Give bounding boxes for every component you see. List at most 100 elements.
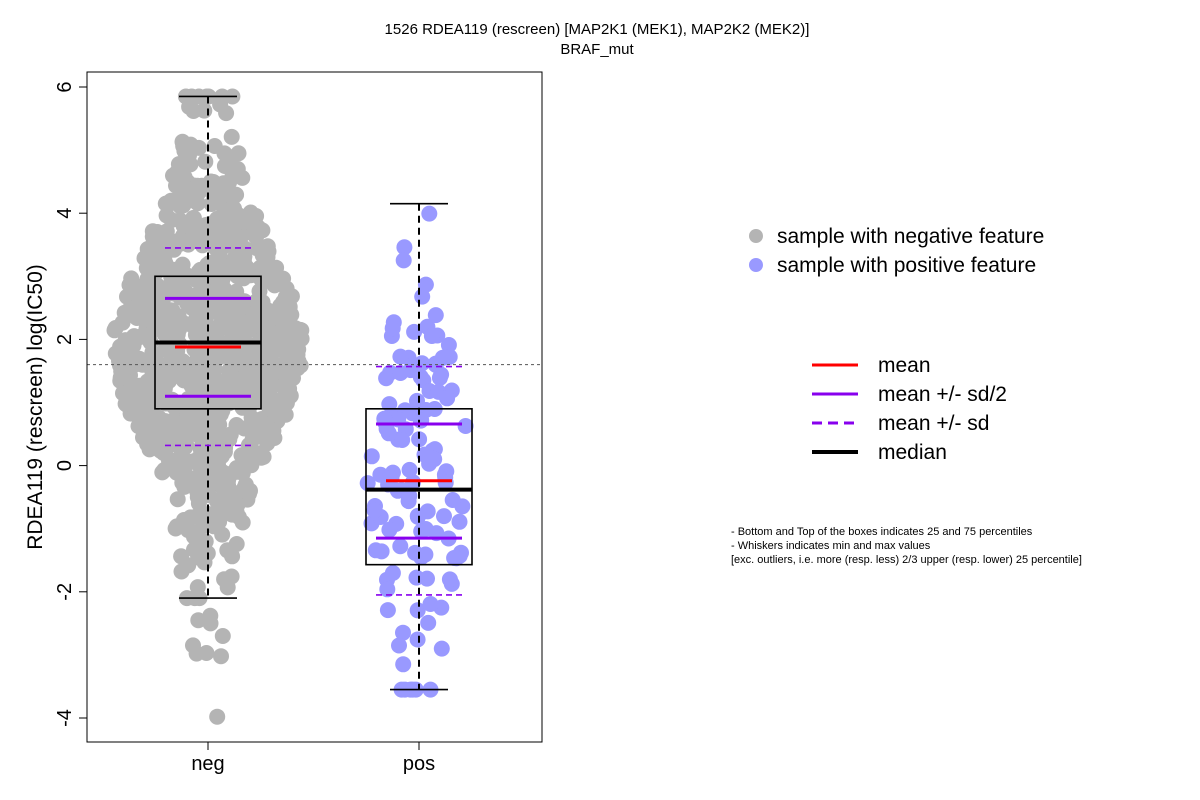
data-point: [413, 523, 430, 540]
legend-lines: mean mean +/- sd/2 mean +/- sd median: [812, 354, 1007, 464]
data-point: [427, 307, 444, 324]
data-point: [227, 186, 244, 203]
data-point: [180, 217, 197, 234]
note-line: - Bottom and Top of the boxes indicates …: [731, 526, 1033, 538]
data-point: [255, 448, 272, 465]
data-point: [201, 473, 218, 490]
data-point: [262, 263, 279, 280]
data-point: [264, 423, 281, 440]
legend-point-marker: [749, 258, 763, 272]
data-point: [130, 394, 147, 410]
data-point: [436, 508, 452, 525]
data-point: [448, 550, 465, 567]
data-point: [216, 443, 233, 460]
data-point: [230, 145, 247, 162]
y-tick-label: -4: [54, 709, 76, 727]
data-point: [237, 476, 254, 493]
data-point: [175, 372, 192, 389]
data-point: [191, 181, 208, 198]
y-tick-label: 6: [54, 81, 76, 92]
data-point: [114, 314, 131, 331]
data-point: [174, 173, 191, 190]
data-point: [441, 571, 458, 588]
legend-points: sample with negative feature sample with …: [749, 225, 1044, 277]
data-point: [261, 373, 278, 390]
data-point: [166, 458, 183, 475]
notes: - Bottom and Top of the boxes indicates …: [731, 526, 1082, 566]
data-point: [181, 98, 198, 115]
data-point: [158, 207, 175, 224]
data-point: [261, 340, 278, 357]
data-point: [219, 542, 236, 559]
data-point: [439, 390, 456, 407]
data-point: [189, 523, 206, 540]
data-point: [401, 461, 418, 478]
data-point: [179, 356, 196, 373]
outlier-point: [209, 708, 226, 725]
data-point: [457, 418, 474, 434]
data-point: [222, 230, 239, 247]
data-point: [409, 631, 426, 648]
data-point: [383, 469, 400, 486]
data-point: [223, 568, 240, 585]
data-point: [392, 348, 409, 365]
data-point: [176, 142, 193, 159]
data-point: [112, 338, 129, 355]
overlay-layer: [87, 95, 542, 691]
legend-line-label: mean +/- sd: [878, 412, 989, 435]
data-point: [278, 371, 295, 388]
data-point: [407, 544, 424, 561]
data-point: [440, 337, 457, 353]
data-point: [226, 298, 243, 315]
data-point: [395, 624, 411, 641]
data-point: [367, 542, 384, 559]
y-tick-label: 0: [54, 460, 76, 471]
data-point: [216, 202, 233, 219]
data-point: [135, 429, 151, 446]
data-point: [381, 521, 398, 538]
x-tick-label: pos: [403, 753, 435, 775]
data-point: [174, 469, 190, 486]
data-point: [289, 346, 306, 363]
data-point: [210, 456, 226, 473]
data-point: [200, 506, 217, 522]
iqr-box: [365, 408, 473, 566]
data-point: [363, 448, 380, 465]
data-point: [259, 249, 276, 266]
data-point: [263, 324, 280, 341]
data-point: [401, 487, 418, 504]
data-point: [409, 392, 425, 409]
data-point: [292, 321, 309, 338]
data-point: [244, 431, 261, 448]
y-tick-label: -2: [54, 583, 76, 601]
data-point: [378, 370, 395, 387]
data-point: [172, 235, 189, 252]
data-point: [173, 563, 190, 580]
data-point: [162, 395, 179, 412]
x-tick-label: neg: [191, 753, 224, 775]
data-point: [385, 314, 402, 331]
y-tick-label: 4: [54, 208, 76, 219]
data-point: [444, 492, 461, 508]
data-point: [225, 464, 242, 481]
legend-line-label: median: [878, 441, 947, 464]
data-point: [395, 252, 412, 269]
outlier-point: [214, 628, 231, 644]
data-point: [414, 355, 430, 372]
data-point: [214, 304, 231, 321]
data-point: [384, 565, 401, 581]
data-point: [391, 637, 407, 654]
data-point: [420, 614, 437, 631]
outlier-point: [188, 645, 205, 662]
data-point: [379, 602, 396, 619]
data-point: [241, 419, 258, 435]
data-point: [359, 475, 376, 492]
data-point: [183, 407, 200, 424]
data-point: [255, 386, 272, 403]
legend-point-marker: [749, 229, 763, 243]
data-point: [210, 318, 227, 335]
chart-subtitle: BRAF_mut: [560, 41, 634, 58]
data-point: [409, 507, 426, 524]
data-point: [451, 513, 468, 530]
